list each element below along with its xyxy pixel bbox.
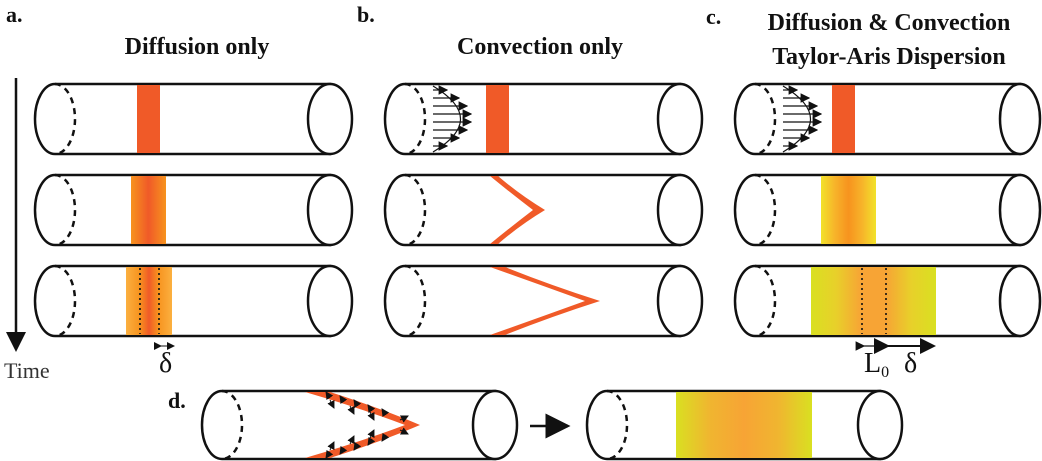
delta-a-symbol: δ [159,348,172,379]
tube-a3 [33,264,354,338]
tube-a2 [33,173,354,247]
solute-band-c3 [811,267,936,335]
l0-symbol: L0 [864,348,889,381]
panel-a-letter: a. [6,2,23,27]
panel-a-title: Diffusion only [125,34,270,60]
diffusion-arrows-d1 [325,391,409,459]
tube-d2 [585,389,904,461]
tube-b2 [383,173,704,247]
velocity-profile-b1 [432,85,473,153]
tube-c3 [733,264,1042,338]
panel-c-title-line2: Taylor-Aris Dispersion [772,44,1006,70]
panel-c-letter: c. [706,4,721,29]
solute-band-c1 [832,85,855,153]
solute-parabola-b2 [490,176,545,244]
time-label: Time [4,358,50,383]
panel-d-letter: d. [168,388,186,413]
solute-band-a2 [131,176,166,244]
delta-c-symbol: δ [904,348,917,379]
tube-c2 [733,173,1042,247]
tube-d1 [200,389,519,461]
tube-c1 [733,82,1042,156]
solute-band-d2 [676,392,812,458]
solute-band-a1 [137,85,160,153]
solute-parabola-d1 [305,392,420,458]
l0-subscript: 0 [881,364,889,381]
solute-band-a3 [126,267,172,335]
tube-a1 [33,82,354,156]
tube-b1 [383,82,704,156]
panel-c-title-line1: Diffusion & Convection [768,10,1011,36]
panel-b-letter: b. [357,2,375,27]
panel-b-title: Convection only [457,34,623,60]
tube-b3 [383,264,704,338]
solute-band-b1 [486,85,509,153]
solute-band-c2 [821,176,876,244]
time-arrowhead [6,332,26,352]
velocity-profile-c1 [782,85,823,153]
